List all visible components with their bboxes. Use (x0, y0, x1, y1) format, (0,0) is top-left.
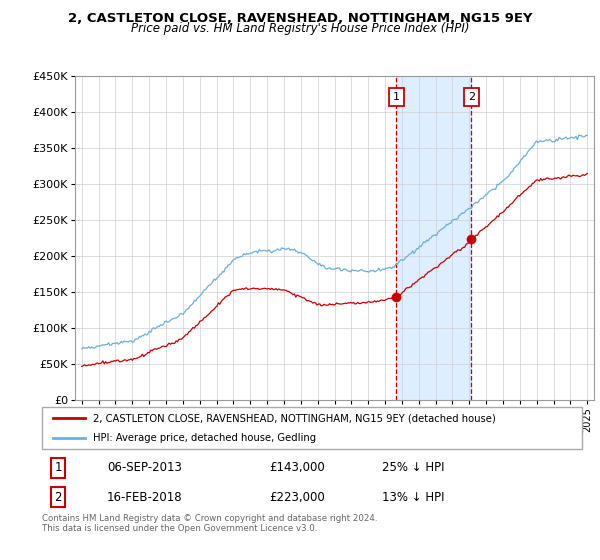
Text: 2: 2 (468, 92, 475, 102)
Text: £223,000: £223,000 (269, 491, 325, 504)
Text: £143,000: £143,000 (269, 461, 325, 474)
Text: 06-SEP-2013: 06-SEP-2013 (107, 461, 182, 474)
Text: 1: 1 (393, 92, 400, 102)
Text: 2, CASTLETON CLOSE, RAVENSHEAD, NOTTINGHAM, NG15 9EY: 2, CASTLETON CLOSE, RAVENSHEAD, NOTTINGH… (68, 12, 532, 25)
Text: 13% ↓ HPI: 13% ↓ HPI (382, 491, 445, 504)
Text: 2, CASTLETON CLOSE, RAVENSHEAD, NOTTINGHAM, NG15 9EY (detached house): 2, CASTLETON CLOSE, RAVENSHEAD, NOTTINGH… (94, 413, 496, 423)
Text: Price paid vs. HM Land Registry's House Price Index (HPI): Price paid vs. HM Land Registry's House … (131, 22, 469, 35)
Text: Contains HM Land Registry data © Crown copyright and database right 2024.
This d: Contains HM Land Registry data © Crown c… (42, 514, 377, 533)
Text: 1: 1 (55, 461, 62, 474)
Text: HPI: Average price, detached house, Gedling: HPI: Average price, detached house, Gedl… (94, 433, 316, 443)
Text: 25% ↓ HPI: 25% ↓ HPI (382, 461, 445, 474)
FancyBboxPatch shape (42, 407, 582, 449)
Bar (397, 76, 472, 400)
Text: 2: 2 (55, 491, 62, 504)
Text: 16-FEB-2018: 16-FEB-2018 (107, 491, 182, 504)
